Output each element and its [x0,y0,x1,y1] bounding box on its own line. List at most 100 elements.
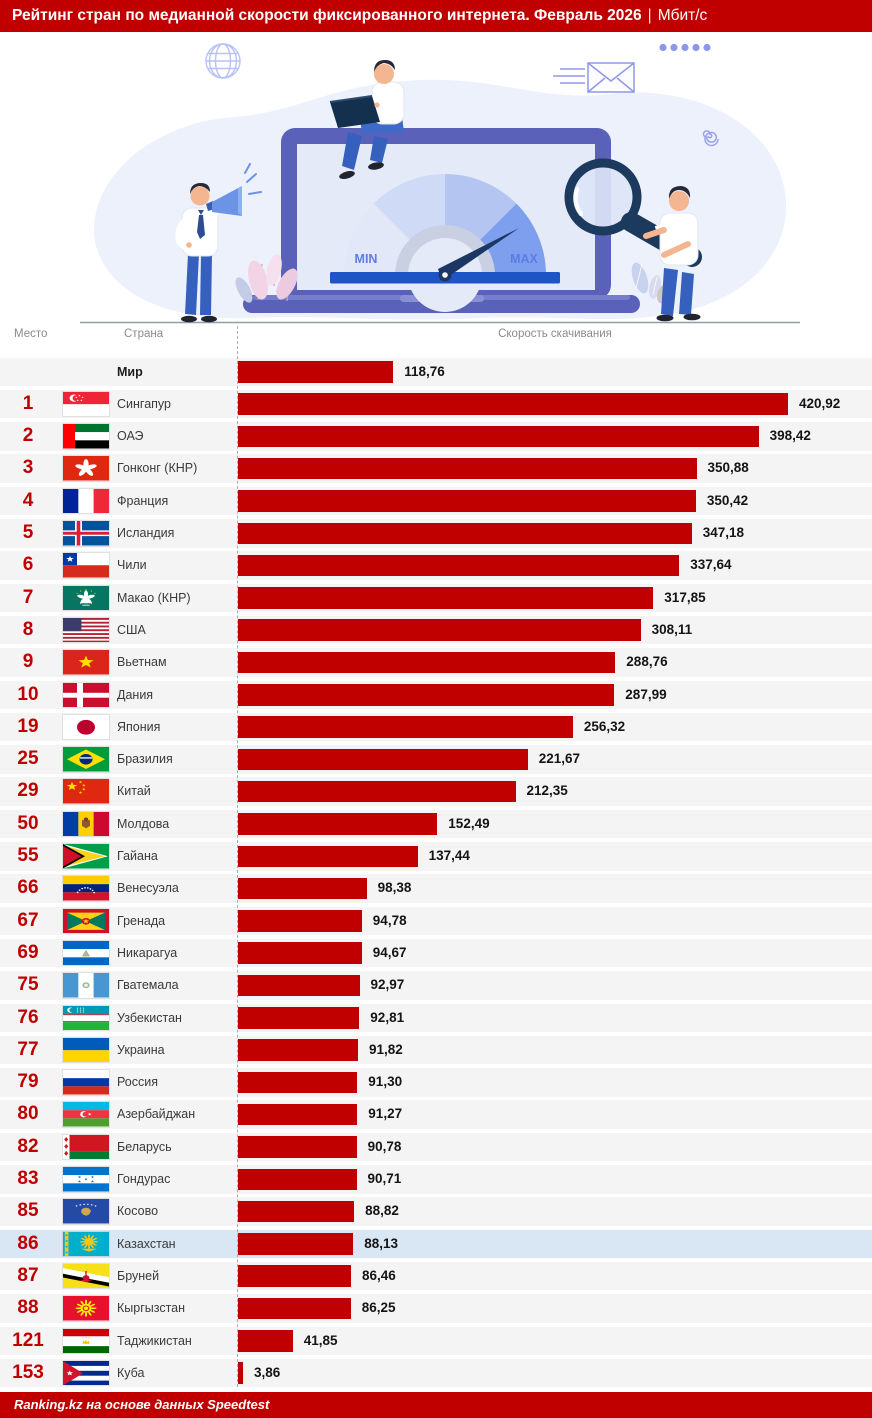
gauge-needle [438,228,519,281]
value-label: 288,76 [626,654,668,670]
rank-label: 4 [22,489,34,511]
country-name: Кыргызстан [117,1301,186,1316]
table-row: 83 Гондурас 90,71 [0,1165,872,1194]
megaphone-icon [206,163,262,216]
country-flag-icon [62,1327,110,1354]
table-row: 55 Гайана 137,44 [0,842,872,871]
value-bar [238,619,641,641]
table-row: 79 Россия 91,30 [0,1068,872,1097]
table-row: 153 Куба 3,86 [0,1358,872,1388]
value-label: 287,99 [625,686,667,702]
value-bar [238,1103,358,1126]
value-bar [238,974,360,997]
value-label: 86,25 [361,1300,396,1316]
country-name: Россия [117,1075,158,1090]
value-label: 92,81 [370,1009,405,1025]
rank-label: 83 [17,1168,39,1189]
table-row: 82 Беларусь 90,78 [0,1132,872,1162]
value-label: 137,44 [428,848,470,863]
rank-label: 19 [17,715,39,737]
value-bar [238,522,692,544]
value-label: 92,97 [370,977,405,993]
value-label: 212,35 [526,783,568,799]
table-row: 25 Бразилия 221,67 [0,745,872,774]
value-label: 94,78 [372,912,407,928]
value-bar [238,457,697,480]
table-row: 19 Япония 256,32 [0,712,872,742]
country-name: Узбекистан [117,1010,182,1025]
footer-bar: Ranking.kz на основе данных Speedtest [0,1392,872,1418]
country-flag-icon [62,1262,110,1290]
country-flag-icon [62,1133,110,1161]
country-name: Гонконг (КНР) [117,461,198,476]
country-flag-icon [62,713,110,741]
country-flag-icon [62,939,110,967]
value-bar [238,1265,351,1287]
rank-label: 66 [17,877,39,899]
value-label: 256,32 [583,718,626,734]
table-row: 10 Дания 287,99 [0,680,872,709]
value-bar [238,845,418,867]
rank-label: 77 [17,1038,39,1060]
rank-label: 88 [17,1297,39,1319]
plant-left [235,254,298,303]
country-flag-icon [62,1295,110,1322]
country-name: Никарагуа [117,945,178,960]
value-label: 398,42 [769,428,811,444]
rank-label: 87 [17,1264,39,1286]
value-label: 86,46 [362,1267,396,1283]
value-bar [238,490,696,512]
value-label: 91,82 [369,1041,403,1057]
country-name: Мир [117,364,143,379]
value-label: 90,78 [367,1138,402,1154]
country-name: Таджикистан [117,1333,192,1348]
header-illustration: MIN MAX [80,43,800,324]
rank-label: 86 [17,1232,39,1254]
rank-label: 55 [17,845,39,866]
value-bar [238,554,680,577]
country-flag-icon [62,487,110,515]
envelope-icon [553,62,635,93]
value-label: 152,49 [448,815,490,831]
country-flag-icon [62,1230,110,1258]
table-row: 85 Косово 88,82 [0,1197,872,1226]
value-label: 88,13 [364,1235,398,1251]
value-bar [238,716,573,738]
rank-label: 76 [17,1006,39,1028]
country-name: Чили [117,558,147,573]
value-bar [238,1297,351,1320]
value-label: 91,27 [368,1106,403,1122]
value-bar [238,1136,357,1158]
rank-label [0,358,56,387]
divider-line [237,326,238,1387]
value-label: 420,92 [799,395,841,411]
value-bar [238,1007,360,1029]
value-bar [238,910,362,932]
column-header-place: Место [14,328,48,340]
value-bar [238,1168,357,1190]
plant-right [631,262,672,304]
country-flag-icon [62,810,110,838]
country-flag-icon [62,1069,110,1096]
table-row: 88 Кыргызстан 86,25 [0,1294,872,1323]
unit-label: Мбит/с [657,7,708,24]
title-separator: | [647,7,652,24]
table-row: 1 Сингапур 420,92 [0,389,872,419]
value-bar [238,1330,293,1352]
table-row: 9 Вьетнам 288,76 [0,648,872,677]
country-flag-icon [62,907,110,935]
rank-label: 50 [17,812,39,834]
country-flag-icon [62,616,110,644]
rank-label: 9 [22,651,34,673]
table-row: 50 Молдова 152,49 [0,809,872,839]
title-bar: Рейтинг стран по медианной скорости фикс… [0,0,872,32]
country-flag-icon [62,1004,110,1031]
country-flag-icon [62,843,110,870]
value-bar [238,361,394,383]
table-row: 29 Китай 212,35 [0,777,872,806]
value-bar [238,748,528,771]
country-name: Макао (КНР) [117,590,191,605]
country-flag-icon [62,552,110,579]
table-row: 6 Чили 337,64 [0,551,872,580]
